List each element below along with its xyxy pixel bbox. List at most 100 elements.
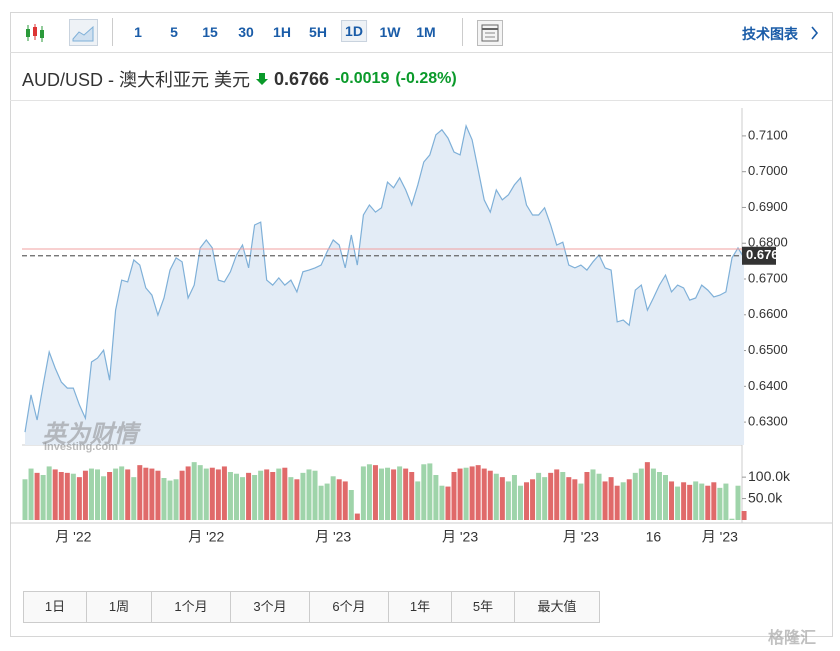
volume-bar xyxy=(107,472,113,520)
x-tick-label: 月 '23 xyxy=(315,529,351,545)
volume-bar xyxy=(590,469,596,520)
volume-bar xyxy=(203,468,209,520)
volume-bar xyxy=(608,477,614,520)
y-tick-label: 0.7000 xyxy=(748,163,788,178)
x-tick-label: 月 '23 xyxy=(563,529,599,545)
interval-button[interactable]: 30 xyxy=(238,24,254,40)
volume-bar xyxy=(288,477,294,520)
x-tick-label: 月 '22 xyxy=(55,529,91,545)
volume-bar xyxy=(282,467,288,520)
volume-bar xyxy=(415,481,421,520)
volume-bar xyxy=(270,472,276,520)
interval-button[interactable]: 1W xyxy=(379,24,401,40)
chevron xyxy=(811,26,819,40)
volume-bar xyxy=(662,475,668,520)
volume-bar xyxy=(693,481,699,520)
y-tick-label: 0.6700 xyxy=(748,270,788,285)
current-price-label: 0.6765 xyxy=(746,247,786,262)
interval-button[interactable]: 1M xyxy=(416,24,436,40)
volume-bar xyxy=(572,479,578,520)
volume-bar xyxy=(161,478,167,520)
volume-bar xyxy=(711,482,717,520)
volume-bar xyxy=(113,468,119,520)
volume-bar xyxy=(76,477,82,520)
y-tick-label: 0.6300 xyxy=(748,414,788,429)
volume-bar xyxy=(451,472,457,520)
y-tick-label: 0.6900 xyxy=(748,199,788,214)
volume-bar xyxy=(82,470,88,520)
price: 0.6766 xyxy=(274,68,330,89)
watermark-site: Investing.com xyxy=(44,441,118,453)
volume-bar xyxy=(699,483,705,520)
volume-bar xyxy=(517,485,523,520)
range-button[interactable]: 1日 xyxy=(24,592,87,622)
range-button[interactable]: 最大值 xyxy=(515,592,599,622)
volume-bar xyxy=(143,467,149,520)
volume-bar xyxy=(542,477,548,520)
area-icon[interactable] xyxy=(69,19,98,46)
volume-bar xyxy=(95,469,101,520)
range-button[interactable]: 5年 xyxy=(452,592,515,622)
y-tick-label: 0.6400 xyxy=(748,378,788,393)
range-button[interactable]: 6个月 xyxy=(310,592,389,622)
volume-bar xyxy=(366,464,372,520)
volume-bar xyxy=(511,475,517,520)
volume-bar xyxy=(524,482,530,520)
range-button[interactable]: 1周 xyxy=(87,592,152,622)
interval-button[interactable]: 5 xyxy=(170,24,178,40)
x-tick-label: 月 '23 xyxy=(702,529,738,545)
volume-bar xyxy=(306,469,312,520)
volume-bar xyxy=(300,472,306,520)
volume-bar xyxy=(596,473,602,520)
volume-bar xyxy=(221,466,227,520)
volume-bar xyxy=(258,470,264,520)
volume-bar xyxy=(632,472,638,520)
volume-bar xyxy=(354,513,360,520)
volume-bar xyxy=(427,463,433,520)
volume-bar xyxy=(318,485,324,520)
volume-bar xyxy=(530,479,536,520)
watermark-brand: 英为财情 xyxy=(42,421,138,448)
price-line xyxy=(24,123,745,433)
volume-bar xyxy=(614,485,620,520)
volume-bar xyxy=(185,466,191,520)
volume-bar xyxy=(294,479,300,520)
range-button[interactable]: 1年 xyxy=(389,592,452,622)
interval-button[interactable]: 1 xyxy=(134,24,142,40)
volume-bar xyxy=(52,469,58,520)
volume-bar xyxy=(372,465,378,520)
candle-icon[interactable] xyxy=(24,22,46,44)
volume-bar xyxy=(88,468,94,520)
volume-bar xyxy=(70,473,76,520)
volume-bar xyxy=(34,472,40,520)
volume-bar xyxy=(554,469,560,520)
volume-bar xyxy=(560,472,566,520)
frame xyxy=(10,12,833,637)
volume-bar xyxy=(22,479,28,520)
interval-button[interactable]: 1H xyxy=(273,24,291,40)
volume-bar xyxy=(626,479,632,520)
volume-bar xyxy=(179,470,185,520)
tech-chart-link[interactable]: 技术图表 xyxy=(742,26,798,42)
volume-bar xyxy=(46,466,52,520)
volume-bar xyxy=(602,481,608,520)
volume-bar xyxy=(705,485,711,520)
x-tick-label: 16 xyxy=(646,529,662,545)
x-tick-label: 月 '23 xyxy=(442,529,478,545)
interval-button[interactable]: 1D xyxy=(341,20,367,42)
volume-bar xyxy=(735,485,741,520)
range-button[interactable]: 3个月 xyxy=(231,592,310,622)
volume-bar xyxy=(149,468,155,520)
volume-bar xyxy=(28,468,34,520)
interval-button[interactable]: 5H xyxy=(309,24,327,40)
volume-bar xyxy=(197,465,203,520)
range-button[interactable]: 1个月 xyxy=(152,592,231,622)
volume-bar xyxy=(155,470,161,520)
table-icon[interactable] xyxy=(477,20,503,46)
volume-bar xyxy=(499,477,505,520)
volume-bar xyxy=(481,468,487,520)
volume-bar xyxy=(741,511,747,520)
volume-bar xyxy=(403,468,409,520)
interval-button[interactable]: 15 xyxy=(202,24,218,40)
